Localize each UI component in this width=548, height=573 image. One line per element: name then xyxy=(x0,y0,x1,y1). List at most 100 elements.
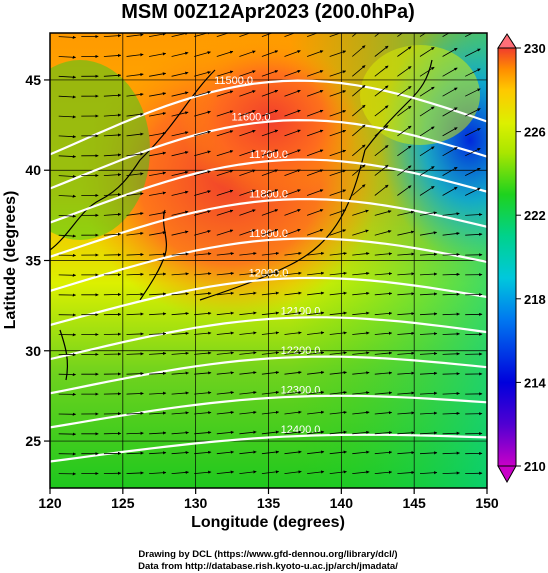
wind-arrow xyxy=(171,470,189,475)
contour-label: 12400.0 xyxy=(281,424,321,436)
wind-arrow xyxy=(284,69,301,77)
wind-arrow xyxy=(374,411,393,415)
wind-arrow xyxy=(374,105,389,117)
wind-arrow xyxy=(419,66,435,77)
wind-arrow xyxy=(284,450,302,455)
wind-arrow xyxy=(171,51,189,57)
wind-arrow xyxy=(442,431,460,435)
wind-arrow xyxy=(239,450,257,455)
wind-arrow xyxy=(352,291,370,296)
wind-arrow xyxy=(194,411,212,415)
wind-arrow xyxy=(442,391,460,396)
wind-arrow xyxy=(465,68,481,77)
wind-arrow xyxy=(216,391,234,395)
wind-arrow xyxy=(284,291,302,296)
wind-arrow xyxy=(306,129,324,137)
contour-line xyxy=(50,433,487,463)
colorbar-min-extend xyxy=(497,465,517,484)
wind-arrow xyxy=(216,229,234,236)
wind-arrow xyxy=(239,33,256,37)
wind-arrow xyxy=(149,252,167,256)
wind-arrow xyxy=(442,212,460,216)
wind-arrow xyxy=(216,430,234,435)
wind-arrow xyxy=(194,351,212,355)
wind-arrow xyxy=(194,291,212,296)
wind-arrow xyxy=(329,70,347,77)
x-axis-label: Longitude (degrees) xyxy=(191,514,345,531)
wind-arrow xyxy=(171,111,189,117)
x-tick-label: 130 xyxy=(184,495,208,511)
wind-arrow xyxy=(329,50,347,57)
wind-arrow xyxy=(194,71,211,77)
wind-arrow xyxy=(284,410,302,415)
wind-arrow xyxy=(284,390,302,395)
wind-arrow xyxy=(329,430,347,435)
wind-arrow xyxy=(149,72,167,77)
wind-arrow xyxy=(194,110,211,117)
wind-arrow xyxy=(397,431,415,435)
wind-arrow xyxy=(149,33,167,37)
wind-arrow xyxy=(352,410,370,415)
wind-arrow xyxy=(442,332,460,336)
y-tick-label: 45 xyxy=(25,72,41,88)
wind-arrow xyxy=(261,271,280,276)
wind-arrow xyxy=(442,292,460,296)
wind-arrow xyxy=(442,312,460,316)
wind-arrow xyxy=(352,45,366,57)
wind-arrow xyxy=(419,211,437,216)
wind-arrow xyxy=(239,351,257,355)
contour-label: 12100.0 xyxy=(281,306,321,318)
wind-arrow xyxy=(397,105,412,117)
wind-arrow xyxy=(239,229,256,236)
wind-arrow xyxy=(261,169,279,176)
wind-arrow xyxy=(329,390,347,395)
wind-arrow xyxy=(352,371,370,375)
wind-arrow xyxy=(374,430,393,435)
wind-arrow xyxy=(397,125,412,137)
wind-arrow xyxy=(329,90,347,97)
wind-arrow xyxy=(419,312,438,316)
colorbar-max-extend xyxy=(497,33,517,49)
wind-arrow xyxy=(352,65,366,77)
wind-arrow xyxy=(352,430,370,435)
wind-arrow xyxy=(149,131,167,137)
wind-arrow xyxy=(397,451,415,455)
wind-arrow xyxy=(239,251,257,256)
wind-arrow xyxy=(239,430,257,435)
wind-arrow xyxy=(352,144,366,157)
wind-arrow xyxy=(126,471,144,475)
wind-arrow xyxy=(261,410,280,415)
wind-arrow xyxy=(216,311,234,316)
x-tick-label: 135 xyxy=(257,495,281,511)
wind-arrow xyxy=(171,311,189,316)
wind-arrow xyxy=(216,410,234,415)
wind-arrow xyxy=(374,144,389,157)
wind-arrow xyxy=(194,210,211,216)
wind-arrow xyxy=(171,371,189,375)
y-tick-label: 25 xyxy=(25,433,41,449)
wind-arrow xyxy=(442,252,460,257)
wind-arrow xyxy=(126,352,144,356)
wind-arrow xyxy=(374,184,389,196)
wind-arrow xyxy=(465,128,481,137)
wind-arrow xyxy=(329,33,347,37)
contour-line xyxy=(50,118,487,190)
wind-arrow xyxy=(307,291,325,296)
wind-arrow xyxy=(352,104,366,117)
wind-arrow xyxy=(352,229,369,236)
wind-arrow xyxy=(216,50,234,57)
wind-arrow xyxy=(419,391,438,395)
wind-arrow xyxy=(171,91,189,97)
contour-line xyxy=(50,79,487,156)
wind-arrow xyxy=(194,331,212,335)
wind-arrow xyxy=(419,292,438,296)
wind-arrow xyxy=(171,451,189,455)
wind-arrow xyxy=(261,109,279,117)
wind-arrow xyxy=(216,470,234,474)
wind-arrow xyxy=(58,154,76,159)
wind-arrow xyxy=(239,291,257,296)
wind-arrow xyxy=(306,189,324,196)
wind-arrow xyxy=(239,271,257,276)
wind-arrow xyxy=(58,55,76,59)
wind-arrow xyxy=(329,331,347,335)
